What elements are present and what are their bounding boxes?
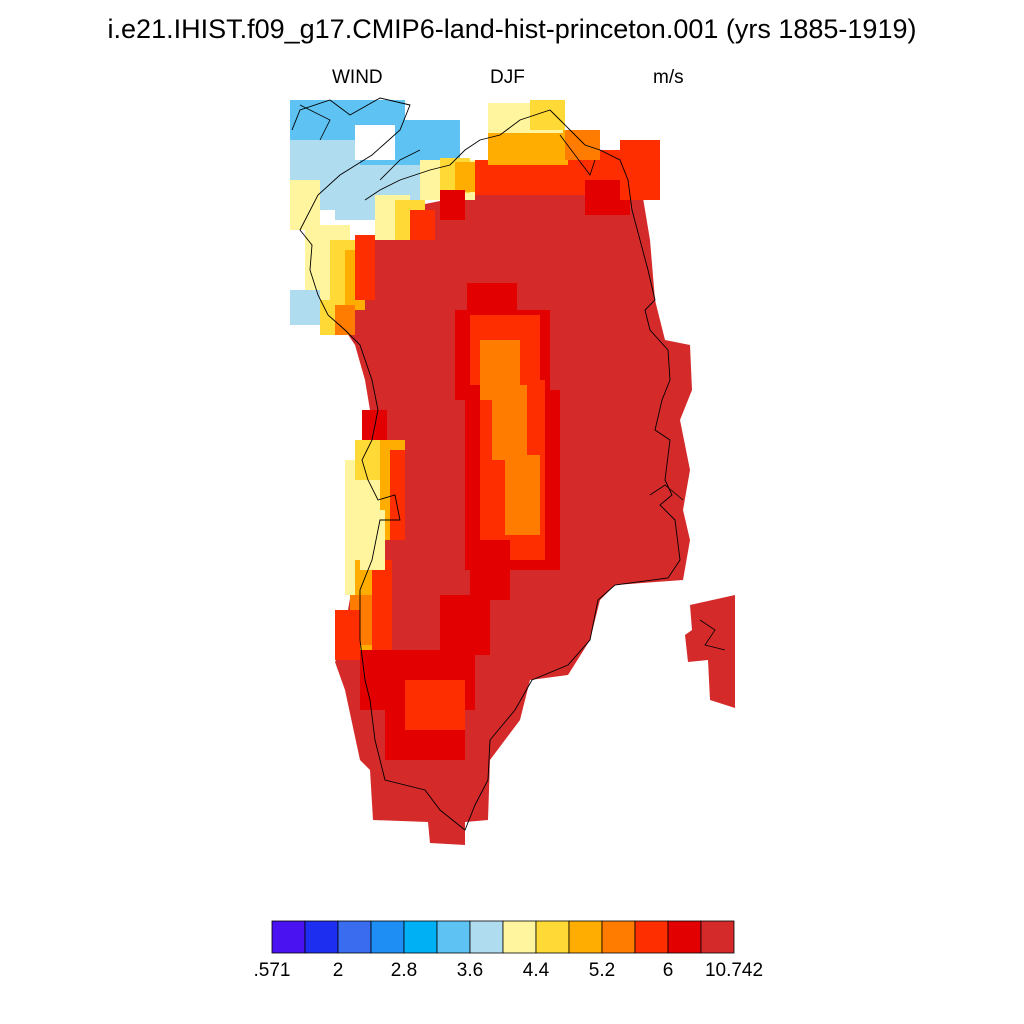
colorbar-swatch bbox=[700, 920, 735, 954]
colorbar-tick-label: 2 bbox=[332, 960, 344, 981]
ridge-orange-2 bbox=[492, 385, 527, 460]
w-red-3 bbox=[372, 560, 392, 670]
variable-label: WIND bbox=[332, 67, 383, 88]
colorbar-tick-label: 10.742 bbox=[704, 960, 764, 981]
ne-band bbox=[620, 140, 660, 200]
w-red-2 bbox=[335, 610, 360, 660]
colorbar-swatch bbox=[304, 920, 339, 954]
ridge-orange-3 bbox=[505, 455, 540, 535]
w-red-1 bbox=[390, 450, 405, 540]
coastline bbox=[291, 97, 681, 831]
nw-lightblue-3 bbox=[290, 290, 320, 325]
colorbar-swatch bbox=[271, 920, 306, 954]
colorbar-swatch bbox=[667, 920, 702, 954]
colorbar-swatch bbox=[403, 920, 438, 954]
colorbar-swatch bbox=[469, 920, 504, 954]
colorbar-tick-label: 3.6 bbox=[456, 960, 484, 981]
nw-yellow-1 bbox=[290, 180, 320, 230]
nw-darkred-1 bbox=[440, 190, 465, 220]
colorbar-tick-label: .571 bbox=[253, 960, 291, 981]
nw-white bbox=[355, 125, 395, 160]
w-yellow-2 bbox=[360, 510, 385, 570]
ridge-darkred-4 bbox=[440, 595, 490, 655]
north-orange-2 bbox=[565, 130, 600, 160]
east-island bbox=[685, 595, 735, 708]
south-red-1 bbox=[405, 680, 465, 730]
colorbar-swatch bbox=[502, 920, 537, 954]
colorbar bbox=[271, 920, 735, 954]
nw-orange-1 bbox=[455, 162, 475, 192]
colorbar-tick-label: 5.2 bbox=[588, 960, 616, 981]
north-orange bbox=[488, 130, 568, 165]
season-label: DJF bbox=[490, 67, 525, 88]
colorbar-swatch bbox=[535, 920, 570, 954]
colorbar-tick-label: 2.8 bbox=[390, 960, 418, 981]
colorbar-swatch bbox=[370, 920, 405, 954]
nw-red-2 bbox=[355, 235, 375, 300]
nw-red-1 bbox=[410, 210, 435, 240]
north-band-red bbox=[472, 160, 592, 195]
ridge-darkred-3 bbox=[470, 540, 510, 600]
nw-orange-3 bbox=[335, 305, 355, 335]
units-label: m/s bbox=[653, 67, 684, 88]
colorbar-tick-label: 4.4 bbox=[522, 960, 550, 981]
colorbar-swatch bbox=[337, 920, 372, 954]
colorbar-swatch bbox=[436, 920, 471, 954]
colorbar-swatch bbox=[601, 920, 636, 954]
colorbar-swatch bbox=[568, 920, 603, 954]
colorbar-swatch bbox=[634, 920, 669, 954]
plot-title: i.e21.IHIST.f09_g17.CMIP6-land-hist-prin… bbox=[107, 14, 917, 44]
coastline-inner bbox=[299, 104, 726, 651]
colorbar-tick-label: 6 bbox=[662, 960, 674, 981]
